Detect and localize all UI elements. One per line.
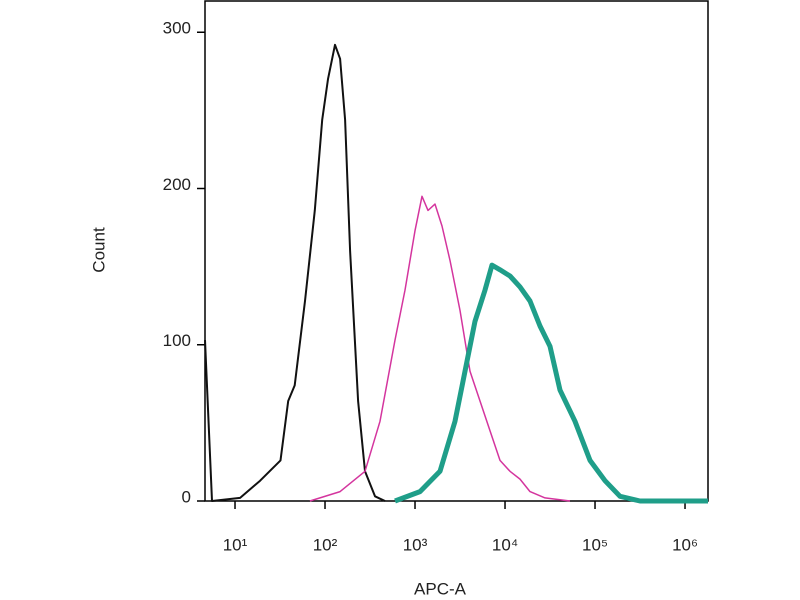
x-tick-label: 10⁶ bbox=[672, 535, 698, 554]
y-tick-label: 300 bbox=[163, 19, 191, 38]
x-tick-label: 10¹ bbox=[223, 535, 248, 554]
y-tick-label: 200 bbox=[163, 175, 191, 194]
series-line bbox=[309, 195, 571, 502]
x-tick-label: 10³ bbox=[403, 535, 428, 554]
x-tick-label: 10⁵ bbox=[582, 535, 608, 554]
series-line bbox=[394, 262, 708, 504]
series-line bbox=[204, 43, 386, 502]
y-tick-label: 0 bbox=[182, 487, 191, 506]
plot-frame bbox=[204, 0, 709, 502]
x-tick-label: 10² bbox=[313, 535, 338, 554]
x-axis-label: APC-A bbox=[414, 579, 467, 598]
y-tick-label: 100 bbox=[163, 331, 191, 350]
y-axis-label: Count bbox=[89, 227, 108, 273]
x-tick-label: 10⁴ bbox=[492, 535, 518, 554]
